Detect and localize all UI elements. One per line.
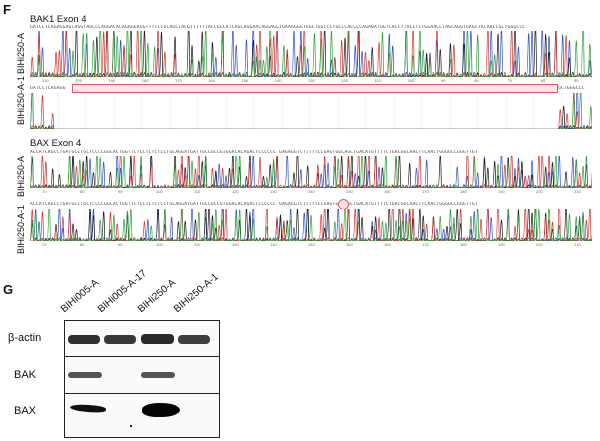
axis-tick-label: 120 bbox=[341, 78, 348, 83]
axis-tick-label: 130 bbox=[270, 189, 277, 194]
axis-tick-label: 140 bbox=[308, 242, 315, 247]
axis-tick-label: 70 bbox=[42, 189, 47, 194]
band-bak-lane1 bbox=[68, 372, 102, 378]
axis-tick-label: 190 bbox=[498, 242, 505, 247]
axis-tick-label: 170 bbox=[422, 242, 429, 247]
bax-section-title: BAX Exon 4 bbox=[30, 138, 82, 149]
bax-wt-axis: 70 80 90 100 110 120 130 140 150 160 170 180 190 200 2… bbox=[30, 188, 592, 196]
bak1-ko-axis-tick: 60 bbox=[565, 125, 570, 130]
bax-ko-chromatogram bbox=[30, 209, 592, 241]
bak1-section-title: BAK1 Exon 4 bbox=[30, 14, 87, 25]
axis-tick-label: 100 bbox=[156, 242, 163, 247]
axis-tick-label: 210 bbox=[574, 242, 581, 247]
bak1-wt-axis: 210 200 190 180 170 160 150 140 130 120 110 100 90 80… bbox=[30, 77, 592, 85]
axis-tick-label: 150 bbox=[346, 242, 353, 247]
trace-channel-g bbox=[30, 156, 592, 188]
axis-tick-label: 120 bbox=[232, 242, 239, 247]
axis-tick-label: 100 bbox=[156, 189, 163, 194]
band-bak-lane3 bbox=[141, 372, 175, 378]
axis-tick-label: 210 bbox=[42, 78, 49, 83]
axis-tick-label: 110 bbox=[194, 242, 201, 247]
bax-wt-sequence: ACCATCAGCCTGATGCCTGCTCCCCGGCACTGGTTCTCCT… bbox=[30, 150, 478, 155]
axis-tick-label: 130 bbox=[270, 242, 277, 247]
band-actin-lane4 bbox=[178, 335, 210, 344]
band-actin-lane2 bbox=[104, 335, 136, 344]
axis-tick-label: 110 bbox=[194, 189, 201, 194]
axis-tick-label: 190 bbox=[498, 189, 505, 194]
band-actin-lane1 bbox=[68, 335, 100, 344]
bak1-ko-sequence-start: GATCCTCAGAGG bbox=[30, 86, 66, 91]
lane-label-bihi250-a: BIHi250-A bbox=[135, 277, 178, 315]
bak1-sample-label-ko: BIHi250-A-1 bbox=[16, 75, 26, 125]
bak1-ko-chromatogram bbox=[30, 93, 592, 129]
band-bax-lane3 bbox=[142, 403, 180, 417]
axis-tick-label: 80 bbox=[80, 189, 85, 194]
axis-tick-label: 160 bbox=[384, 189, 391, 194]
axis-tick-label: 140 bbox=[274, 78, 282, 83]
axis-tick-label: 50 bbox=[574, 78, 579, 83]
trace-channel-g bbox=[30, 209, 592, 241]
bax-sample-label-ko: BIHi250-A-1 bbox=[16, 204, 26, 254]
bak1-wt-sequence: GATCCTCAGAGGAGCAGGTAGCCCAGGACACAGAGGAGGT… bbox=[30, 25, 526, 30]
axis-tick-label: 180 bbox=[141, 78, 149, 83]
axis-tick-label: 160 bbox=[384, 242, 391, 247]
bak1-deletion-box bbox=[72, 84, 558, 93]
axis-tick-label: 70 bbox=[507, 78, 512, 83]
bax-sample-label-wt: BIHi250-A bbox=[16, 155, 26, 197]
axis-tick-label: 110 bbox=[374, 78, 381, 83]
trace-channel-g bbox=[30, 93, 55, 129]
blot-divider-2 bbox=[64, 393, 220, 394]
row-label-bak: BAK bbox=[14, 369, 37, 381]
axis-tick-label: 170 bbox=[422, 189, 429, 194]
bax-ko-sequence: ACCATCAGCCTGATGCCTGCTCCCCGGCACTGGTTCTCCT… bbox=[30, 202, 478, 207]
panel-letter-f: F bbox=[3, 2, 11, 17]
bak1-ko-sequence-end: GCTGGGCCC bbox=[558, 86, 585, 91]
axis-tick-label: 120 bbox=[232, 189, 239, 194]
axis-tick-label: 190 bbox=[108, 78, 116, 83]
row-label-beta-actin: β-actin bbox=[8, 332, 42, 344]
axis-tick-label: 60 bbox=[540, 78, 546, 83]
axis-tick-label: 140 bbox=[308, 189, 315, 194]
axis-tick-label: 100 bbox=[407, 78, 415, 83]
axis-tick-label: 160 bbox=[208, 78, 215, 83]
lane-label-bihi005-a: BIHi005-A bbox=[58, 277, 101, 315]
panel-letter-g: G bbox=[3, 282, 14, 297]
band-actin-lane3 bbox=[141, 334, 174, 344]
axis-tick-label: 80 bbox=[80, 242, 85, 247]
row-label-bax: BAX bbox=[14, 405, 37, 417]
axis-tick-label: 180 bbox=[460, 242, 467, 247]
bax-ko-axis: 70 80 90 100 110 120 130 140 150 160 170 180 190 200 2… bbox=[30, 241, 592, 249]
axis-tick-label: 90 bbox=[118, 242, 123, 247]
axis-tick-label: 150 bbox=[346, 189, 353, 194]
axis-tick-label: 200 bbox=[536, 242, 543, 247]
trace-channel-g bbox=[30, 31, 592, 77]
axis-tick-label: 210 bbox=[574, 189, 581, 194]
lane-label-bihi250-a-1: BIHi250-A-1 bbox=[171, 271, 221, 315]
axis-tick-label: 150 bbox=[241, 78, 249, 83]
axis-tick-label: 90 bbox=[441, 78, 446, 83]
axis-tick-label: 170 bbox=[175, 78, 182, 83]
blot-divider-1 bbox=[64, 356, 220, 357]
axis-tick-label: 80 bbox=[474, 78, 479, 83]
bak1-wt-chromatogram bbox=[30, 31, 592, 77]
axis-tick-label: 180 bbox=[460, 189, 467, 194]
axis-tick-label: 200 bbox=[75, 78, 82, 83]
axis-tick-label: 70 bbox=[42, 242, 47, 247]
trace-channel-g bbox=[557, 93, 592, 129]
axis-tick-label: 200 bbox=[536, 189, 543, 194]
bax-wt-chromatogram bbox=[30, 156, 592, 188]
bak1-sample-label-wt: BIHi250-A bbox=[16, 32, 26, 74]
blot-speck bbox=[130, 425, 132, 427]
axis-tick-label: 90 bbox=[118, 189, 123, 194]
axis-tick-label: 130 bbox=[308, 78, 315, 83]
